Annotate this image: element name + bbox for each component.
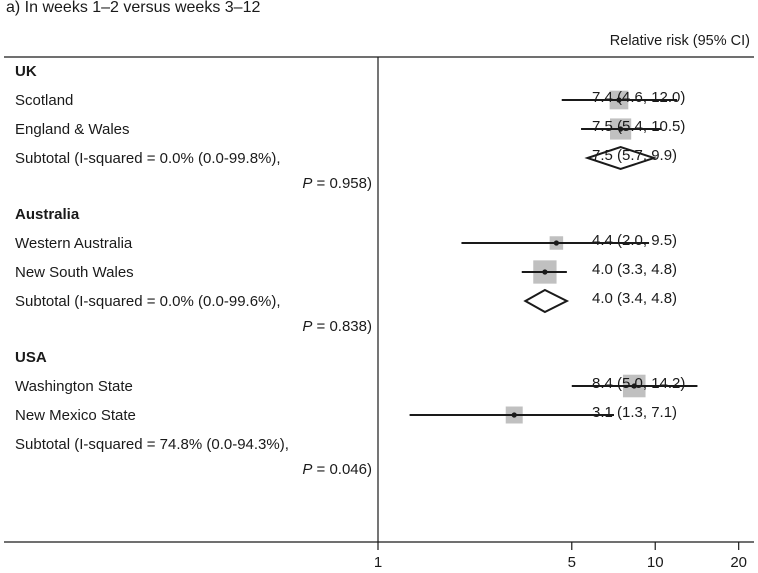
figure-caption: a) In weeks 1–2 versus weeks 3–12	[6, 0, 260, 16]
subtotal-label: Subtotal (I-squared = 74.8% (0.0-94.3%),	[15, 436, 289, 453]
point-estimate	[616, 97, 622, 103]
subtotal-label: Subtotal (I-squared = 0.0% (0.0-99.8%),	[15, 150, 281, 167]
point-estimate	[542, 269, 548, 275]
effect-estimate-text: 7.5 (5.4, 10.5)	[592, 118, 685, 135]
study-label: New South Wales	[15, 264, 134, 281]
column-header-relative-risk: Relative risk (95% CI)	[610, 33, 750, 49]
effect-estimate-text: 7.4 (4.6, 12.0)	[592, 89, 685, 106]
x-tick-label: 1	[374, 554, 382, 571]
p-value: P = 0.838)	[302, 318, 372, 335]
study-label: Washington State	[15, 378, 133, 395]
p-value: P = 0.046)	[302, 461, 372, 478]
p-symbol: P	[302, 175, 312, 192]
point-estimate	[511, 412, 517, 418]
study-label: Scotland	[15, 92, 73, 109]
pooled-estimate-diamond	[584, 145, 658, 171]
pooled-estimate-diamond	[523, 288, 570, 314]
p-symbol: P	[302, 461, 312, 478]
subtotal-label: Subtotal (I-squared = 0.0% (0.0-99.6%),	[15, 293, 281, 310]
effect-estimate-text: 3.1 (1.3, 7.1)	[592, 404, 677, 421]
group-heading: USA	[15, 349, 47, 366]
group-heading: UK	[15, 63, 37, 80]
x-tick-label: 10	[647, 554, 664, 571]
p-value-text: = 0.958)	[312, 175, 372, 192]
x-tick-label: 5	[568, 554, 576, 571]
subtotal-estimate-text: 4.0 (3.4, 4.8)	[592, 290, 677, 307]
p-value-text: = 0.046)	[312, 461, 372, 478]
point-estimate	[617, 126, 624, 132]
study-label: Western Australia	[15, 235, 133, 252]
point-estimate	[553, 240, 559, 246]
study-label: New Mexico State	[15, 407, 136, 424]
p-value-text: = 0.838)	[312, 318, 372, 335]
p-symbol: P	[302, 318, 312, 335]
study-label: England & Wales	[15, 121, 130, 138]
point-estimate	[631, 383, 637, 389]
effect-estimate-text: 4.4 (2.0, 9.5)	[592, 232, 677, 249]
x-tick-label: 20	[730, 554, 747, 571]
p-value: P = 0.958)	[302, 175, 372, 192]
effect-estimate-text: 8.4 (5.0, 14.2)	[592, 375, 685, 392]
group-heading: Australia	[15, 206, 80, 223]
effect-estimate-text: 4.0 (3.3, 4.8)	[592, 261, 677, 278]
subtotal-estimate-text: 7.5 (5.7, 9.9)	[592, 147, 677, 164]
